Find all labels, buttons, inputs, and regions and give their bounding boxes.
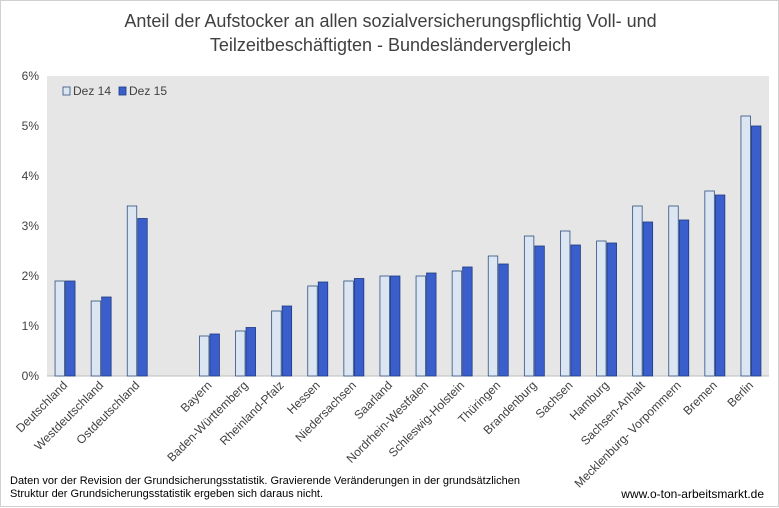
x-tick-label: Ostdeutschland [74, 378, 143, 447]
bar-dez15 [281, 305, 293, 377]
y-tick-label: 5% [22, 119, 40, 133]
bar-dez14 [487, 255, 499, 377]
bar-dez14 [271, 310, 282, 377]
plot-area [47, 76, 769, 376]
bar-dez15 [65, 280, 76, 377]
bar-dez15 [678, 219, 690, 377]
bar-dez14 [235, 330, 246, 377]
bar-dez14 [632, 205, 643, 377]
legend-label: Dez 15 [129, 84, 167, 98]
bar-dez14 [379, 275, 390, 377]
bar-dez14 [740, 115, 751, 377]
bar-dez15 [534, 245, 545, 377]
bar-dez14 [343, 280, 354, 377]
footnote: Daten vor der Revision der Grundsicherun… [10, 475, 570, 501]
bar-dez15 [426, 272, 437, 377]
bar-dez15 [137, 218, 148, 377]
y-tick-label: 2% [22, 269, 40, 283]
bar-dez15 [714, 194, 726, 377]
bar-dez15 [751, 125, 762, 377]
bar-dez14 [668, 205, 679, 377]
y-tick-label: 6% [22, 69, 40, 83]
bar-dez14 [199, 335, 210, 377]
x-tick-label: Bremen [680, 378, 720, 418]
y-tick-label: 3% [22, 219, 40, 233]
x-tick-label: Sachsen-Anhalt [578, 378, 648, 448]
bar-dez14 [54, 280, 65, 377]
bar-dez14 [415, 275, 426, 377]
bar-dez15 [570, 244, 581, 377]
x-tick-label: Rheinland-Pfalz [217, 378, 287, 448]
bar-dez15 [353, 278, 365, 377]
y-tick-label: 4% [22, 169, 40, 183]
y-tick-label: 1% [22, 319, 40, 333]
bar-dez14 [90, 300, 102, 377]
legend-label: Dez 14 [73, 84, 111, 98]
bar-dez14 [126, 205, 138, 377]
bar-dez14 [307, 285, 318, 377]
bar-dez15 [642, 221, 654, 377]
bar-dez14 [451, 270, 463, 377]
bar-dez15 [390, 275, 401, 377]
footnote-line-1: Daten vor der Revision der Grundsicherun… [10, 475, 520, 487]
bar-dez14 [704, 190, 715, 377]
bar-dez15 [101, 296, 112, 377]
chart-title: Anteil der Aufstocker an allen sozialver… [1, 9, 779, 57]
bar-dez15 [498, 263, 509, 377]
bar-dez15 [606, 242, 617, 377]
bar-dez14 [523, 235, 535, 377]
bar-dez15 [462, 266, 473, 377]
chart-title-line-1: Anteil der Aufstocker an allen sozialver… [124, 11, 657, 31]
legend-swatch [62, 86, 71, 96]
bar-dez15 [317, 281, 329, 377]
chart-title-line-2: Teilzeitbeschäftigten - Bundesländerverg… [209, 35, 572, 55]
legend-swatch [118, 86, 127, 96]
bar-dez15 [209, 333, 220, 377]
source-url: www.o-ton-arbeitsmarkt.de [621, 487, 764, 501]
y-tick-label: 0% [22, 369, 40, 383]
bar-dez14 [560, 230, 571, 377]
footnote-line-2: Struktur der Grundsicherungsstatistik er… [10, 488, 324, 500]
bar-dez14 [596, 240, 607, 377]
bar-dez15 [245, 327, 256, 377]
x-tick-label: Berlin [724, 378, 756, 410]
